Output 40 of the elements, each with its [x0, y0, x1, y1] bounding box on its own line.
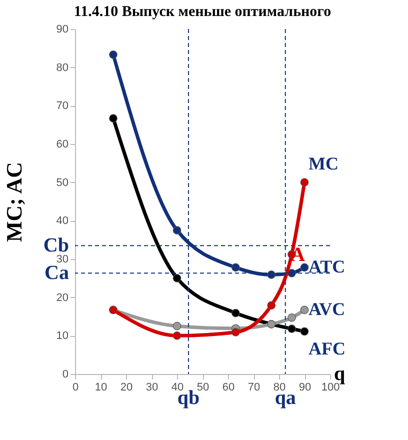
- x-tick-label: 60: [222, 382, 235, 394]
- y-tick-label: 60: [56, 138, 68, 150]
- y-tick-label: 50: [56, 176, 68, 189]
- point: [288, 324, 296, 333]
- point: [172, 332, 182, 340]
- y-tick-label: 40: [56, 215, 68, 228]
- point: [267, 270, 276, 279]
- series-label: ATC: [308, 256, 346, 276]
- x-tick-label: 0: [72, 382, 79, 394]
- y-tick-label: 10: [56, 330, 68, 342]
- y-tick-label: 0: [62, 368, 68, 380]
- point: [231, 263, 240, 272]
- point: [300, 327, 309, 336]
- point: [172, 322, 182, 330]
- point: [300, 178, 309, 186]
- point: [109, 50, 118, 59]
- point: [288, 313, 296, 322]
- series-label: AVC: [308, 298, 346, 319]
- y-tick-label: 90: [56, 24, 68, 36]
- y-axis-title: MC; AC: [1, 162, 26, 242]
- point: [172, 274, 182, 282]
- x-tick-label: 50: [196, 382, 210, 394]
- series-label: AFC: [308, 338, 346, 358]
- x-tick-label: 20: [120, 382, 133, 394]
- point: [231, 308, 240, 318]
- x-tick-label: 90: [298, 382, 312, 394]
- y-tick-label: 20: [56, 292, 68, 304]
- point: [267, 301, 276, 310]
- point: [300, 263, 309, 272]
- point: [109, 114, 118, 122]
- point: [231, 328, 240, 336]
- point: [300, 306, 309, 314]
- x-tick-label: 30: [146, 382, 158, 394]
- series-label: MC: [308, 153, 338, 174]
- chart-title: 11.4.10 Выпуск меньше оптимального: [74, 4, 332, 20]
- y-tick-label: 80: [56, 62, 68, 74]
- x-tick-label: 10: [94, 382, 108, 394]
- x-tick-label: 70: [248, 382, 260, 394]
- point: [172, 226, 182, 234]
- y-tick-label: 70: [56, 100, 68, 112]
